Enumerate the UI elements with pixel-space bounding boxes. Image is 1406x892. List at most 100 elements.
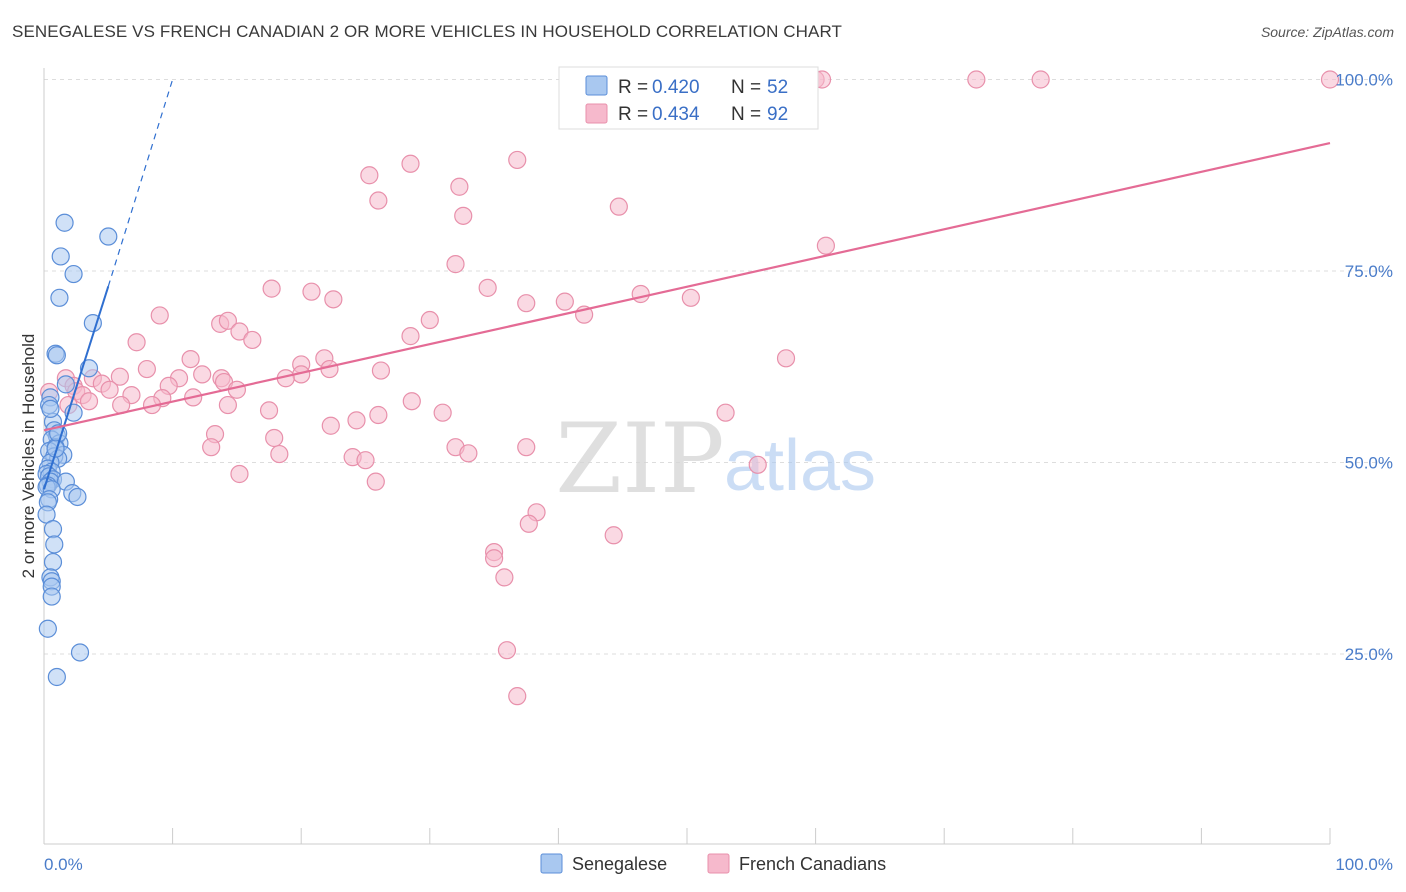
french-canadians-point-66: [259, 401, 279, 420]
senegalese-point-1: [99, 227, 118, 246]
french-canadians-point-39: [371, 361, 391, 380]
french-canadians-point-32: [127, 333, 146, 352]
senegalese-point-41: [43, 552, 63, 572]
legend-french-canadians-label: French Canadians: [739, 854, 886, 874]
french-canadians-point-13: [454, 206, 473, 225]
y-tick-label-100: 100.0%: [1335, 71, 1393, 90]
chart-title: SENEGALESE VS FRENCH CANADIAN 2 OR MORE …: [12, 22, 843, 41]
french-canadians-point-18: [302, 282, 321, 301]
french-canadians-point-67: [433, 403, 452, 422]
chart-source: Source: ZipAtlas.com: [1260, 24, 1394, 40]
y-tick-label-75: 75.0%: [1345, 262, 1393, 281]
french-canadians-point-29: [230, 322, 249, 341]
french-canadians-point-38: [320, 359, 339, 379]
french-canadians-point-74: [202, 438, 221, 457]
french-canadians-point-5: [1031, 70, 1050, 89]
y-tick-label-25: 25.0%: [1345, 645, 1393, 664]
x-tick-label-min: 0.0%: [44, 855, 83, 874]
french-canadians-point-85: [519, 514, 538, 533]
senegalese-point-45: [42, 587, 61, 606]
senegalese-point-2: [51, 247, 70, 266]
french-canadians-point-44: [110, 367, 129, 386]
senegalese-point-8: [79, 359, 99, 378]
senegalese-point-4: [50, 288, 69, 307]
french-canadians-point-80: [356, 451, 375, 470]
french-canadians-point-30: [401, 327, 420, 346]
french-canadians-point-69: [716, 403, 735, 422]
french-canadians-point-33: [181, 349, 200, 369]
senegalese-point-0: [55, 213, 74, 232]
legend-r-value-1: 0.420: [652, 77, 700, 98]
french-canadians-point-88: [485, 549, 504, 568]
french-canadians-trend-line: [43, 142, 1331, 432]
senegalese-swatch: [585, 75, 608, 96]
french-canadians-point-26: [420, 310, 439, 330]
legend-senegalese-label: Senegalese: [572, 854, 667, 874]
legend-french-canadians-swatch: [707, 853, 730, 874]
senegalese-trend-line: [43, 286, 110, 490]
french-canadians-point-71: [321, 416, 340, 435]
x-tick-label-max: 100.0%: [1335, 855, 1393, 874]
french-canadians-point-65: [218, 395, 237, 415]
french-canadians-point-23: [517, 294, 536, 313]
french-canadians-point-6: [1320, 70, 1340, 89]
french-canadians-point-89: [495, 568, 514, 587]
french-canadians-point-73: [265, 428, 284, 448]
x-axis-ticks: [43, 828, 1331, 844]
senegalese-trend-extension: [107, 79, 174, 287]
french-canadians-point-81: [748, 455, 767, 474]
legend-r-label-1: R =: [618, 77, 648, 98]
y-axis-label: 2 or more Vehicles in Household: [19, 334, 38, 579]
french-canadians-point-78: [459, 444, 478, 463]
stats-legend: R = 0.420 N = 52 R = 0.434 N = 92: [558, 66, 819, 130]
legend-n-value-1: 52: [767, 77, 788, 98]
series-legend: Senegalese French Canadians: [540, 853, 886, 874]
senegalese-point-7: [47, 346, 66, 365]
y-tick-label-50: 50.0%: [1345, 454, 1393, 473]
legend-n-value-2: 92: [767, 104, 788, 125]
french-canadians-point-10: [450, 177, 469, 196]
french-canadians-point-20: [555, 292, 574, 311]
french-canadians-point-40: [193, 365, 212, 384]
french-canadians-point-83: [366, 472, 385, 491]
french-canadians-point-21: [681, 288, 700, 307]
french-canadians-point-68: [369, 405, 388, 425]
senegalese-point-48: [47, 667, 66, 687]
legend-senegalese-swatch: [540, 853, 563, 874]
legend-n-label-2: N =: [731, 104, 761, 125]
y-tick-labels: 25.0% 50.0% 75.0% 100.0%: [1335, 71, 1393, 665]
senegalese-point-9: [56, 375, 75, 394]
french-canadians-point-82: [230, 464, 249, 484]
french-canadians-point-17: [478, 278, 497, 297]
french-canadians-point-31: [243, 330, 262, 350]
french-canadians-point-12: [609, 197, 628, 216]
senegalese-point-3: [64, 264, 83, 284]
french-canadians-point-91: [508, 687, 527, 706]
senegalese-point-51: [46, 439, 65, 458]
french-canadians-point-52: [227, 380, 246, 399]
french-canadians-point-25: [150, 306, 169, 325]
french-canadians-point-9: [360, 166, 379, 185]
legend-r-value-2: 0.434: [652, 104, 700, 125]
french-canadians-point-54: [100, 380, 119, 399]
french-canadians-point-86: [604, 526, 623, 545]
legend-n-label-1: N =: [731, 77, 761, 98]
watermark-atlas: atlas: [724, 426, 876, 506]
french-canadians-point-19: [324, 290, 343, 309]
french-canadians-point-15: [446, 255, 465, 274]
legend-r-label-2: R =: [618, 104, 648, 125]
french-canadians-point-61: [402, 392, 421, 411]
french-canadians-point-76: [517, 438, 536, 457]
french-canadians-point-14: [816, 236, 835, 255]
french-canadians-point-37: [137, 359, 156, 379]
french-canadians-point-28: [218, 311, 237, 330]
french-canadians-swatch: [585, 103, 608, 124]
senegalese-point-46: [38, 619, 57, 638]
senegalese-points: [37, 213, 118, 687]
french-canadians-point-22: [631, 284, 650, 304]
french-canadians-point-11: [369, 191, 388, 210]
french-canadians-point-70: [347, 411, 366, 430]
senegalese-point-49: [41, 399, 60, 418]
senegalese-point-35: [68, 487, 87, 507]
trend-lines: [43, 79, 1331, 490]
